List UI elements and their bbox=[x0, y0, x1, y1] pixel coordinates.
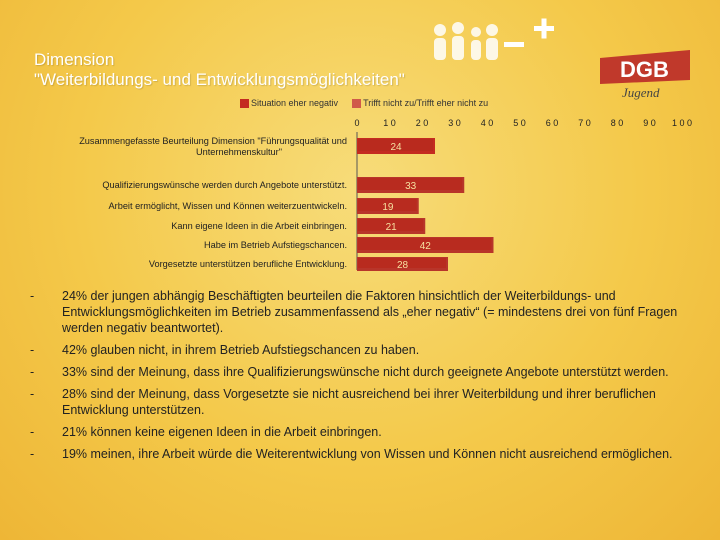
data-label: 19 bbox=[382, 202, 394, 213]
data-label: 21 bbox=[386, 222, 398, 233]
x-tick-label: 6 0 bbox=[546, 118, 559, 128]
data-label: 24 bbox=[390, 142, 402, 153]
bar bbox=[357, 198, 419, 214]
x-tick-label: 3 0 bbox=[448, 118, 461, 128]
x-tick-label: 1 0 bbox=[383, 118, 396, 128]
data-label: 42 bbox=[420, 241, 432, 252]
bullet-marker: - bbox=[30, 425, 35, 439]
chart-legend: Situation eher negativ Trifft nicht zu/T… bbox=[240, 98, 489, 109]
x-tick-label: 0 bbox=[354, 118, 359, 128]
finding-item: - 24% der jungen abhängig Beschäftigten b… bbox=[30, 288, 700, 336]
bar bbox=[357, 237, 494, 253]
x-tick-label: 8 0 bbox=[611, 118, 624, 128]
bar bbox=[357, 177, 465, 193]
finding-text: 42% glauben nicht, in ihrem Betrieb Aufs… bbox=[62, 343, 420, 357]
title-line-1: Dimension bbox=[34, 50, 115, 69]
data-label: 33 bbox=[405, 181, 417, 192]
bullet-marker: - bbox=[30, 365, 35, 379]
legend-label-2: Trifft nicht zu/Trifft eher nicht zu bbox=[363, 98, 489, 108]
x-tick-label: 5 0 bbox=[513, 118, 526, 128]
category-label: Kann eigene Ideen in die Arbeit einbring… bbox=[171, 221, 347, 231]
finding-item: - 28% sind der Meinung, dass Vorgesetzte … bbox=[30, 386, 700, 418]
finding-item: - 19% meinen, ihre Arbeit würde die Weite… bbox=[30, 446, 700, 462]
bar bbox=[357, 257, 448, 271]
category-label: Qualifizierungswünsche werden durch Ange… bbox=[102, 180, 347, 190]
x-tick-label: 2 0 bbox=[416, 118, 429, 128]
legend-label-1: Situation eher negativ bbox=[251, 98, 339, 108]
bar bbox=[357, 138, 435, 154]
legend-item-2: Trifft nicht zu/Trifft eher nicht zu bbox=[352, 98, 489, 109]
people-group-icon bbox=[434, 18, 554, 60]
category-label: Vorgesetzte unterstützen berufliche Entw… bbox=[149, 259, 347, 269]
x-tick-label: 4 0 bbox=[481, 118, 494, 128]
finding-text: 21% können keine eigenen Ideen in die Ar… bbox=[62, 425, 382, 439]
finding-text: 28% sind der Meinung, dass Vorgesetzte s… bbox=[62, 387, 656, 417]
finding-item: - 42% glauben nicht, in ihrem Betrieb Auf… bbox=[30, 342, 700, 358]
category-label: Zusammengefasste Beurteilung Dimension "… bbox=[79, 136, 347, 157]
finding-text: 19% meinen, ihre Arbeit würde die Weiter… bbox=[62, 447, 673, 461]
logo-script: Jugend bbox=[622, 85, 660, 100]
x-tick-label: 7 0 bbox=[578, 118, 591, 128]
bullet-marker: - bbox=[30, 387, 35, 401]
logo-text: DGB bbox=[620, 57, 669, 82]
finding-text: 33% sind der Meinung, dass ihre Qualifiz… bbox=[62, 365, 669, 379]
finding-text: 24% der jungen abhängig Beschäftigten be… bbox=[62, 289, 678, 335]
x-tick-label: 1 0 0 bbox=[672, 118, 692, 128]
category-label: Habe im Betrieb Aufstiegschancen. bbox=[204, 240, 347, 250]
data-label: 28 bbox=[397, 260, 409, 271]
findings-list: - 24% der jungen abhängig Beschäftigten b… bbox=[30, 288, 700, 468]
bullet-marker: - bbox=[30, 289, 35, 303]
finding-item: - 33% sind der Meinung, dass ihre Qualifi… bbox=[30, 364, 700, 380]
legend-item-1: Situation eher negativ bbox=[240, 98, 339, 109]
bar bbox=[357, 218, 426, 234]
bar-chart: 0 1 0 2 0 3 0 4 0 5 0 6 0 7 0 8 0 9 0 1 0 0 Zusamme… bbox=[79, 118, 692, 271]
page-title: Dimension "Weiterbildungs- und Entwicklu… bbox=[34, 50, 405, 90]
bullet-marker: - bbox=[30, 447, 35, 461]
finding-item: - 21% können keine eigenen Ideen in die A… bbox=[30, 424, 700, 440]
category-label: Arbeit ermöglicht, Wissen und Können wei… bbox=[109, 201, 347, 211]
title-line-2: "Weiterbildungs- und Entwicklungsmöglich… bbox=[34, 70, 405, 89]
x-tick-label: 9 0 bbox=[643, 118, 656, 128]
bullet-marker: - bbox=[30, 343, 35, 357]
dgb-jugend-logo: DGB Jugend bbox=[600, 50, 690, 102]
